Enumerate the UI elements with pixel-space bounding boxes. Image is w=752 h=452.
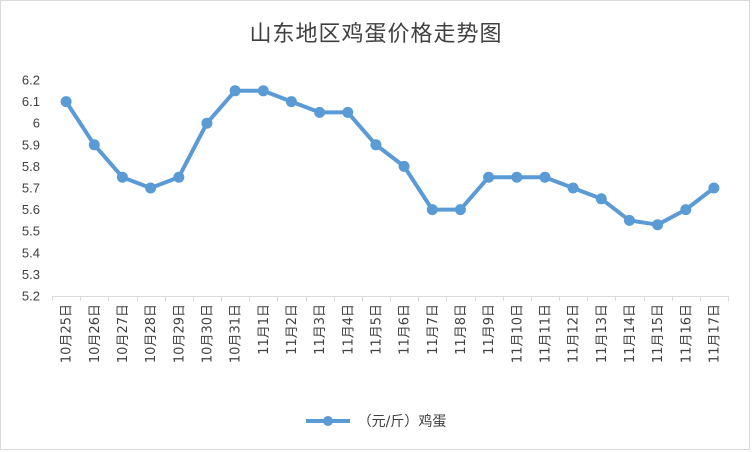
x-tick-label: 11月10日 xyxy=(510,304,525,363)
x-tick-label: 11月2日 xyxy=(285,304,300,355)
x-tick-label: 11月8日 xyxy=(454,304,469,355)
series-line xyxy=(64,88,716,227)
data-point xyxy=(680,204,692,216)
x-tick-label: 11月12日 xyxy=(567,304,582,363)
data-point xyxy=(426,204,438,216)
y-tick-label: 5.6 xyxy=(22,202,40,217)
x-tick-label: 11月9日 xyxy=(482,304,497,355)
y-tick-label: 6.1 xyxy=(22,94,40,109)
legend-label: （元/斤）鸡蛋 xyxy=(357,414,447,430)
x-tick-label: 10月27日 xyxy=(116,304,131,363)
data-point xyxy=(116,171,128,183)
x-tick-label: 11月6日 xyxy=(398,304,413,355)
x-tick-label: 10月30日 xyxy=(200,304,215,363)
x-tick-label: 11月5日 xyxy=(369,304,384,355)
x-tick-label: 10月25日 xyxy=(60,304,75,363)
data-point xyxy=(652,219,664,231)
y-tick-label: 6 xyxy=(33,116,40,131)
data-point xyxy=(595,193,607,205)
data-point xyxy=(567,182,579,194)
x-tick-label: 10月28日 xyxy=(144,304,159,363)
data-point xyxy=(257,85,269,97)
legend: （元/斤）鸡蛋 xyxy=(0,410,752,432)
y-tick-label: 5.4 xyxy=(22,245,40,260)
x-tick-label: 10月29日 xyxy=(172,304,187,363)
y-tick-label: 5.5 xyxy=(22,224,40,239)
x-tick-label: 11月15日 xyxy=(651,304,666,363)
data-point xyxy=(173,171,185,183)
y-tick-label: 5.8 xyxy=(22,159,40,174)
data-point xyxy=(370,139,382,151)
chart-title: 山东地区鸡蛋价格走势图 xyxy=(249,22,503,47)
data-point xyxy=(201,117,213,129)
x-tick-label: 11月14日 xyxy=(623,304,638,363)
series-group xyxy=(60,85,720,231)
data-point xyxy=(314,106,326,118)
x-tick-label: 11月13日 xyxy=(595,304,610,363)
data-point xyxy=(398,160,410,172)
data-point xyxy=(511,171,523,183)
legend-swatch xyxy=(305,416,350,426)
data-point xyxy=(229,85,241,97)
data-point xyxy=(483,171,495,183)
x-axis-ticks: 10月25日 10月26日 10月27日 10月28日 10月29日 10月30日 10月3… xyxy=(60,304,723,363)
data-point xyxy=(285,96,297,108)
y-tick-label: 5.2 xyxy=(22,289,40,304)
x-tick-label: 11月17日 xyxy=(707,304,722,363)
y-tick-label: 6.2 xyxy=(22,73,40,88)
x-tick-label: 11月7日 xyxy=(426,304,441,355)
data-point xyxy=(60,96,72,108)
data-point xyxy=(539,171,551,183)
x-tick-label: 11月16日 xyxy=(679,304,694,363)
x-tick-label: 10月31日 xyxy=(229,304,244,363)
data-point xyxy=(342,106,354,118)
x-tick-label: 11月4日 xyxy=(341,304,356,355)
x-tick-label: 11月11日 xyxy=(538,304,553,363)
data-point xyxy=(145,182,157,194)
y-tick-label: 5.7 xyxy=(22,181,40,196)
data-point xyxy=(454,204,466,216)
x-tick-label: 10月26日 xyxy=(88,304,103,363)
x-tick-label: 11月3日 xyxy=(313,304,328,355)
x-tick-label: 11月1日 xyxy=(257,304,272,355)
y-tick-label: 5.3 xyxy=(22,267,40,282)
data-point xyxy=(623,214,635,226)
y-tick-label: 5.9 xyxy=(22,137,40,152)
chart-axes xyxy=(52,296,729,301)
data-point xyxy=(708,182,720,194)
y-axis-ticks: 6.2 6.1 6 5.9 5.8 5.7 5.6 5.5 5.4 5.3 5.2 xyxy=(22,73,40,304)
data-point xyxy=(88,139,100,151)
